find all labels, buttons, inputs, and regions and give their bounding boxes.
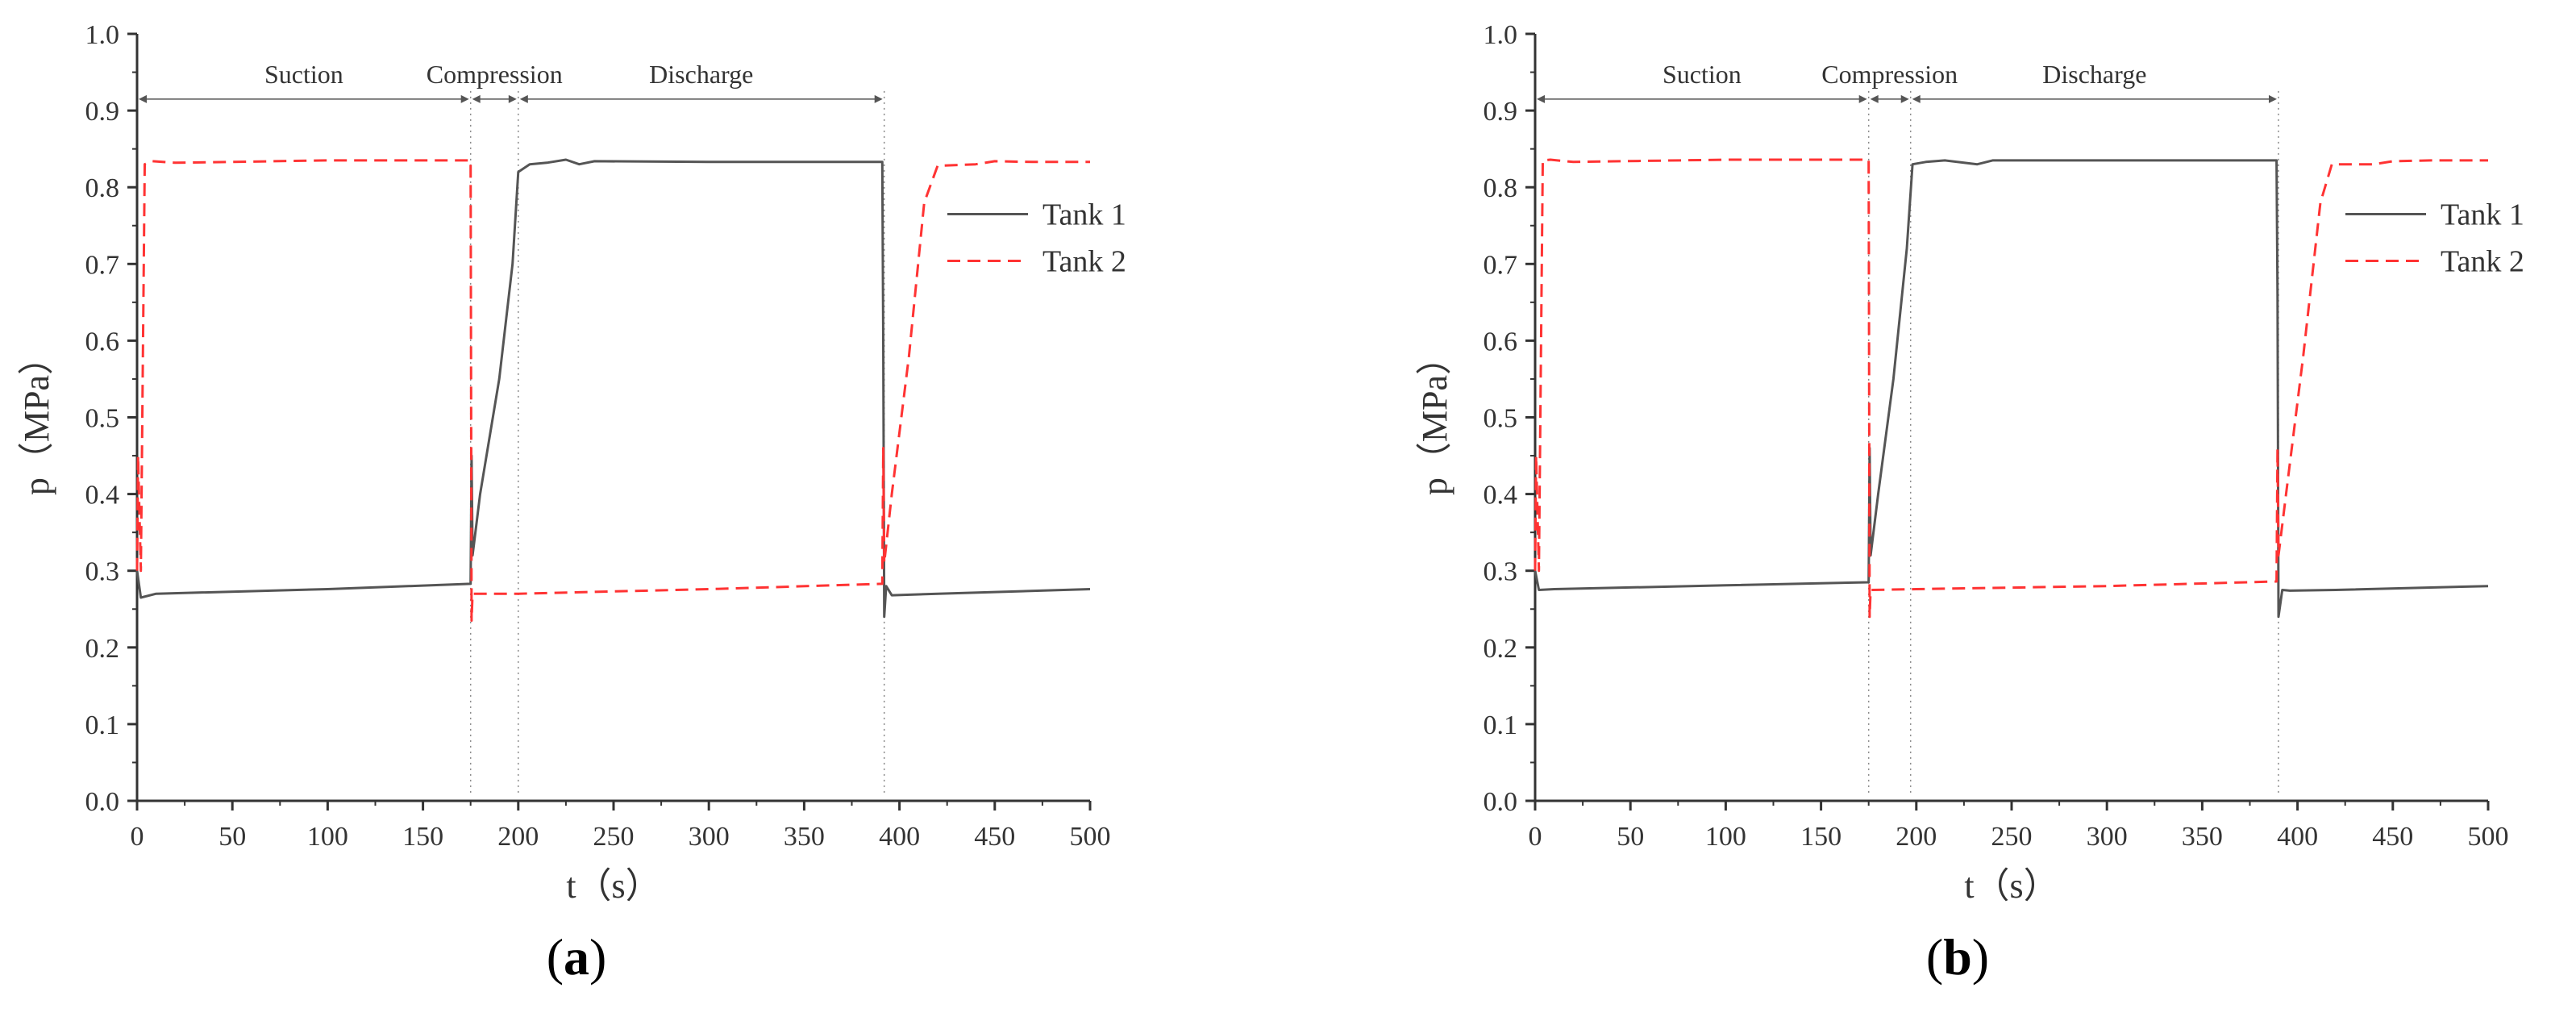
y-tick-label: 0.6	[1484, 327, 1518, 356]
x-tick-label: 400	[2277, 822, 2318, 852]
phase-arrow-head-left	[1537, 94, 1545, 103]
x-tick-label: 50	[218, 822, 246, 852]
phase-arrow-head-right	[874, 94, 883, 103]
x-tick-label: 250	[593, 822, 635, 852]
y-axis-label: p（MPa）	[17, 340, 56, 495]
series-line-tank-2	[1534, 158, 2488, 619]
x-tick-label: 350	[2182, 822, 2223, 852]
legend-label: Tank 2	[1042, 244, 1126, 278]
y-tick-label: 0.3	[85, 557, 120, 587]
phase-label: Compression	[1821, 60, 1958, 89]
x-tick-label: 450	[974, 822, 1015, 852]
legend-label: Tank 1	[1042, 198, 1126, 231]
y-tick-label: 1.0	[85, 20, 120, 50]
phase-arrow-head-right	[2268, 94, 2277, 103]
phase-label: Discharge	[649, 60, 753, 89]
x-tick-label: 0	[1529, 822, 1542, 852]
y-tick-label: 0.5	[85, 404, 120, 434]
panel-label-b: (b)	[1925, 928, 1990, 986]
chart-a-svg: 0.0 0.1 0.2 0.3 0.4 0.5 0.6 0.7 0.8 0.9 1.0 0 50 100 1…	[17, 20, 1126, 906]
y-tick-label: 0.8	[85, 173, 120, 203]
x-tick-label: 250	[1991, 822, 2033, 852]
y-tick-label: 0.9	[85, 97, 120, 127]
phase-arrow-head-right	[1900, 94, 1909, 103]
x-tick-label: 150	[1800, 822, 1841, 852]
y-tick-label: 0.1	[1484, 711, 1518, 740]
y-axis-label: p（MPa）	[1415, 340, 1454, 495]
y-tick-label: 0.3	[1484, 557, 1518, 587]
phase-arrow-head-right	[508, 94, 517, 103]
series-line-tank-1	[135, 158, 1091, 619]
y-tick-label: 0.2	[1484, 634, 1518, 664]
legend-label: Tank 2	[2441, 244, 2524, 278]
y-tick-label: 0.0	[85, 787, 120, 817]
x-tick-label: 350	[784, 822, 825, 852]
y-tick-label: 0.6	[85, 327, 120, 356]
y-tick-label: 0.8	[1484, 173, 1518, 203]
x-tick-label: 500	[1070, 822, 1111, 852]
y-tick-label: 0.7	[1484, 250, 1518, 280]
x-tick-label: 500	[2468, 822, 2509, 852]
x-tick-label: 0	[131, 822, 144, 852]
phase-arrow-head-left	[472, 94, 481, 103]
y-tick-label: 0.5	[1484, 404, 1518, 434]
chart-panel-b: 0.0 0.1 0.2 0.3 0.4 0.5 0.6 0.7 0.8 0.9 1.0 0 50 100 1…	[1288, 0, 2575, 1021]
phase-arrow-head-right	[1858, 94, 1867, 103]
y-tick-label: 0.4	[85, 481, 120, 510]
phase-label: Discharge	[2042, 60, 2146, 89]
legend-label: Tank 1	[2441, 198, 2524, 231]
y-tick-label: 0.7	[85, 250, 120, 280]
y-tick-label: 0.0	[1484, 787, 1518, 817]
chart-panel-a: 0.0 0.1 0.2 0.3 0.4 0.5 0.6 0.7 0.8 0.9 1.0 0 50 100 1…	[17, 20, 1126, 986]
y-tick-label: 0.9	[1484, 97, 1518, 127]
x-tick-label: 100	[1705, 822, 1746, 852]
x-tick-label: 450	[2372, 822, 2413, 852]
x-tick-label: 100	[307, 822, 348, 852]
x-axis-label: t（s）	[1964, 866, 2058, 906]
phase-arrow-head-left	[139, 94, 147, 103]
x-tick-label: 200	[1896, 822, 1937, 852]
x-tick-label: 200	[497, 822, 539, 852]
chart-b-svg: 0.0 0.1 0.2 0.3 0.4 0.5 0.6 0.7 0.8 0.9 1.0 0 50 100 1…	[1415, 20, 2524, 906]
phase-label: Suction	[264, 60, 343, 89]
phase-arrow-head-right	[460, 94, 469, 103]
y-tick-label: 0.1	[85, 711, 120, 740]
phase-arrow-head-left	[519, 94, 528, 103]
phase-label: Compression	[427, 60, 563, 89]
x-tick-label: 150	[402, 822, 443, 852]
panel-label-a: (a)	[546, 928, 607, 986]
x-tick-label: 400	[879, 822, 920, 852]
phase-label: Suction	[1663, 60, 1742, 89]
series-line-tank-2	[135, 159, 1090, 622]
x-axis-label: t（s）	[566, 866, 660, 906]
y-tick-label: 0.4	[1484, 481, 1518, 510]
phase-arrow-head-left	[1870, 94, 1879, 103]
x-tick-label: 300	[2087, 822, 2128, 852]
series-line-tank-1	[1534, 159, 2489, 619]
x-tick-label: 50	[1617, 822, 1644, 852]
y-tick-label: 0.2	[85, 634, 120, 664]
y-tick-label: 1.0	[1484, 20, 1518, 50]
x-tick-label: 300	[689, 822, 730, 852]
phase-arrow-head-left	[1912, 94, 1921, 103]
